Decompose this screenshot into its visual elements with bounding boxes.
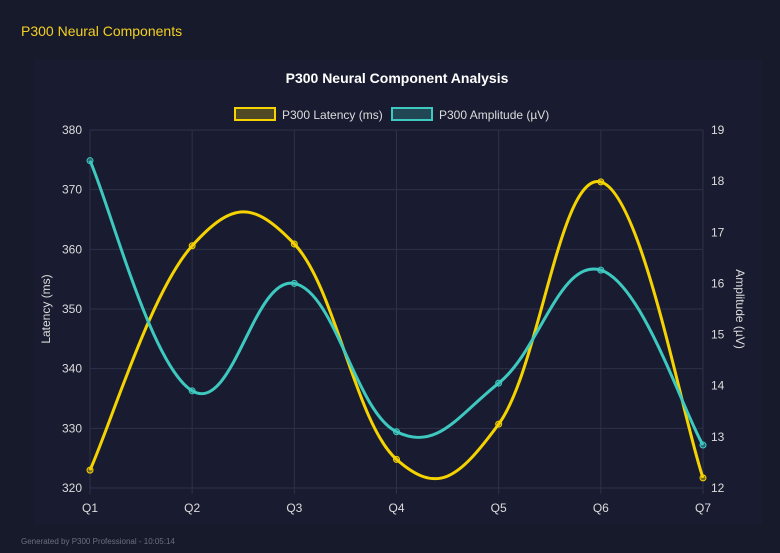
page-title: P300 Neural Components [21, 23, 183, 39]
y-left-tick-label: 340 [62, 362, 82, 376]
data-point [495, 420, 503, 428]
y-left-tick-label: 350 [62, 302, 82, 316]
y-right-tick-label: 15 [711, 328, 725, 342]
y-left-tick-label: 330 [62, 421, 82, 435]
y-left-tick-label: 370 [62, 183, 82, 197]
chart-panel [34, 60, 762, 524]
y-left-axis-label: Latency (ms) [39, 274, 53, 343]
data-point [86, 157, 94, 165]
legend-swatch [391, 107, 433, 121]
y-right-tick-label: 18 [711, 174, 725, 188]
x-tick-label: Q6 [593, 501, 609, 515]
legend-label: P300 Amplitude (µV) [439, 108, 549, 122]
data-point [393, 455, 400, 463]
data-point [188, 242, 196, 250]
x-tick-label: Q1 [82, 501, 98, 515]
series-line [88, 160, 705, 446]
legend-swatch [234, 107, 276, 121]
x-tick-label: Q4 [388, 501, 404, 515]
data-point [290, 240, 298, 248]
x-tick-label: Q3 [286, 501, 302, 515]
x-tick-label: Q5 [491, 501, 507, 515]
y-left-tick-label: 380 [62, 123, 82, 137]
y-right-tick-label: 13 [711, 430, 725, 444]
data-point [86, 466, 94, 474]
y-right-tick-label: 17 [711, 225, 725, 239]
series-line [88, 180, 705, 481]
x-tick-label: Q2 [184, 501, 200, 515]
y-left-tick-label: 320 [62, 481, 82, 495]
chart-title: P300 Neural Component Analysis [286, 70, 509, 86]
footer: Generated by P300 Professional - 10:05:1… [21, 537, 175, 546]
y-left-tick-label: 360 [62, 242, 82, 256]
data-point [290, 279, 298, 287]
data-point [699, 474, 707, 482]
y-right-axis-label: Amplitude (µV) [733, 269, 747, 349]
legend-label: P300 Latency (ms) [282, 108, 383, 122]
data-point [188, 387, 196, 395]
data-point [597, 178, 605, 186]
y-right-tick-label: 12 [711, 481, 725, 495]
data-point [495, 379, 503, 387]
y-right-tick-label: 14 [711, 379, 725, 393]
data-point [699, 441, 707, 449]
data-point [393, 428, 400, 436]
x-tick-label: Q7 [695, 501, 711, 515]
y-right-tick-label: 19 [711, 123, 725, 137]
data-point [597, 266, 605, 274]
y-right-tick-label: 16 [711, 276, 725, 290]
